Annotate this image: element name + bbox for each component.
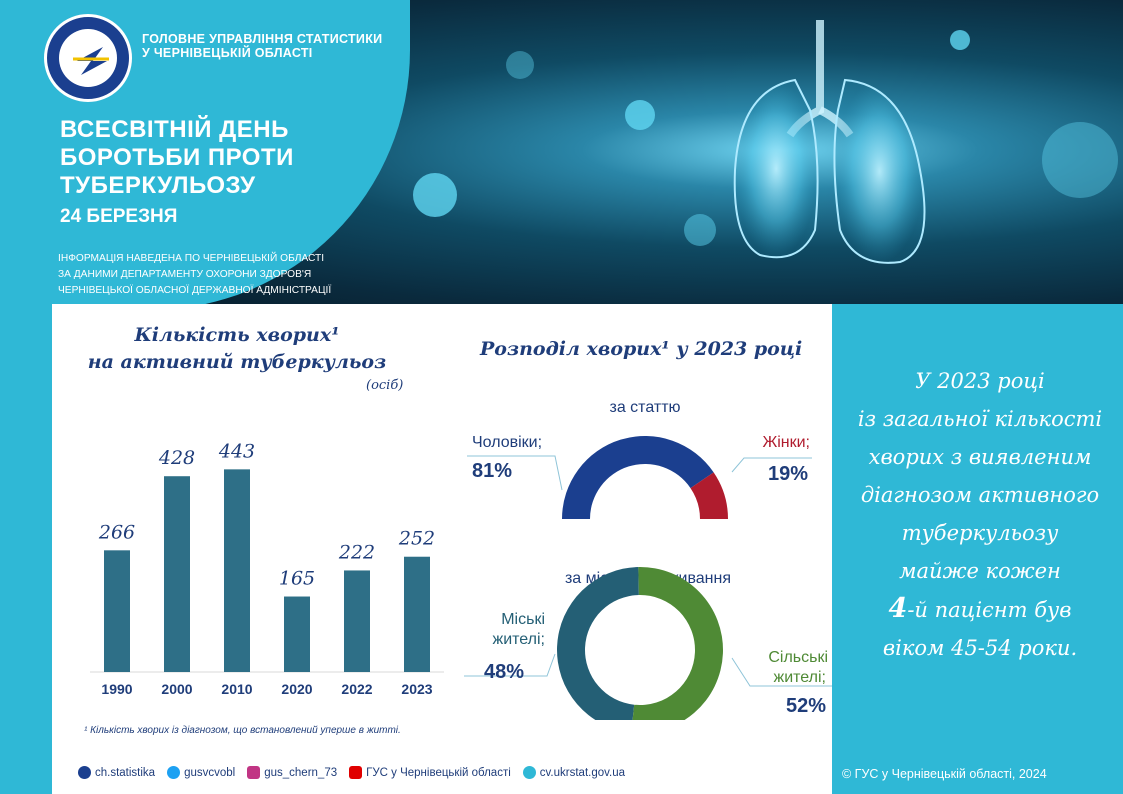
youtube-icon	[349, 766, 363, 779]
twitter-icon	[167, 766, 181, 779]
gender-female-value: 19%	[768, 463, 808, 485]
bar-value-label: 252	[398, 528, 435, 550]
bar-category-label: 2000	[161, 681, 192, 697]
gender-slice-0	[562, 435, 714, 519]
gender-female-label: Жінки;	[762, 434, 810, 451]
side-fact: У 2023 році із загальної кількості хвори…	[857, 369, 1103, 660]
lungs-image	[733, 20, 926, 264]
gender-male-label: Чоловіки;	[472, 434, 542, 451]
social-website[interactable]: cv.ukrstat.gov.ua	[522, 766, 625, 779]
bar-category-label: 2023	[401, 681, 432, 697]
residence-rural-value: 52%	[786, 695, 826, 717]
instagram-icon	[247, 766, 261, 779]
hero-illustration	[413, 20, 1118, 264]
globe-icon	[522, 766, 536, 779]
residence-leader-urban	[464, 653, 556, 677]
social-facebook[interactable]: ch.statistika	[78, 766, 155, 779]
copyright: © ГУС у Чернівецькій області, 2024	[842, 767, 1047, 781]
bar-2022	[344, 570, 370, 672]
residence-slice-rural	[632, 567, 723, 720]
residence-urban-value: 48%	[484, 661, 524, 683]
social-instagram[interactable]: gus_chern_73	[247, 766, 337, 779]
bar-category-label: 1990	[101, 681, 132, 697]
residence-leader-rural	[731, 657, 832, 687]
bar-category-label: 2022	[341, 681, 372, 697]
bar-2000	[164, 476, 190, 672]
gender-slice-1	[690, 472, 728, 519]
bar-category-label: 2020	[281, 681, 312, 697]
gender-leader-female	[731, 457, 812, 473]
social-youtube[interactable]: ГУС у Чернівецькій області	[349, 766, 511, 779]
virus-particles	[413, 30, 1118, 246]
footnote: ¹ Кількість хворих із діагнозом, що вста…	[84, 725, 401, 736]
gender-male-value: 81%	[472, 460, 512, 482]
charts-canvas: 266 1990 428 2000 443 2010 165 2020 222 2022 252 20…	[90, 400, 832, 720]
bar-1990	[104, 550, 130, 672]
residence-rural-label-2: жителі;	[774, 669, 827, 686]
page-title: ВСЕСВІТНІЙ ДЕНЬ БОРОТЬБИ ПРОТИ ТУБЕРКУЛЬ…	[60, 116, 294, 199]
bar-2020	[284, 596, 310, 672]
bar-2023	[404, 556, 430, 672]
gender-label: за статтю	[609, 400, 680, 416]
hero-banner: ГОЛОВНЕ УПРАВЛІННЯ СТАТИСТИКИ У ЧЕРНІВЕЦ…	[0, 0, 1123, 304]
bar-value-label: 266	[98, 521, 135, 543]
bar-value-label: 165	[279, 568, 315, 590]
distribution-title: Розподіл хворих¹ у 2023 році	[480, 338, 803, 360]
residence-slice-urban	[557, 567, 639, 720]
residence-urban-label-1: Міські	[501, 611, 545, 628]
facebook-icon	[78, 766, 91, 779]
derzhstat-logo	[44, 14, 132, 102]
bar-value-label: 428	[158, 447, 195, 469]
bar-chart-title: Кількість хворих¹ на активний туберкульо…	[87, 324, 387, 373]
residence-rural-label-1: Сільські	[768, 649, 828, 666]
organization-name: ГОЛОВНЕ УПРАВЛІННЯ СТАТИСТИКИ У ЧЕРНІВЕЦ…	[142, 32, 383, 60]
bar-value-label: 222	[338, 541, 375, 563]
source-info: Інформація наведена по Чернівецькій обла…	[58, 253, 332, 296]
bar-2010	[224, 469, 250, 672]
gender-leader-male	[467, 455, 563, 491]
social-twitter[interactable]: gusvcvobl	[167, 766, 235, 779]
residence-urban-label-2: жителі;	[493, 631, 546, 648]
social-links: ch.statistika gusvcvobl gus_chern_73 ГУС…	[78, 766, 625, 779]
event-date: 24 БЕРЕЗНЯ	[60, 206, 178, 227]
bar-value-label: 443	[218, 440, 255, 462]
bar-category-label: 2010	[221, 681, 252, 697]
bar-chart-unit: (осіб)	[366, 378, 404, 393]
